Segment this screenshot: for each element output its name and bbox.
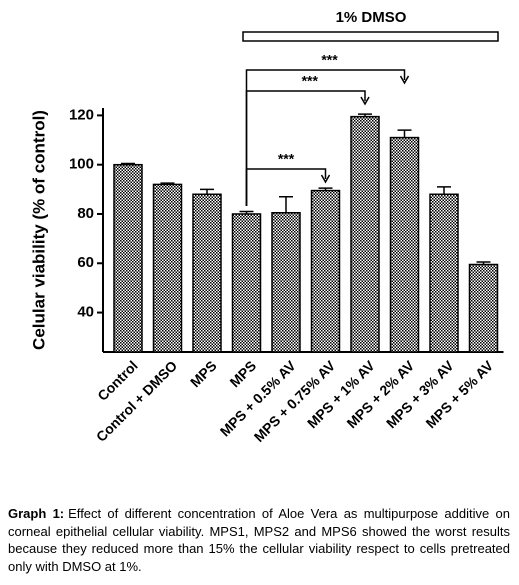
- chart: Celular viability (% of control) 1% DMSO…: [29, 9, 504, 445]
- error-bar: [279, 195, 293, 213]
- error-bar: [476, 261, 491, 265]
- y-tick-label: 40: [77, 304, 94, 321]
- x-tick-label: MPS: [187, 357, 220, 390]
- significance-bracket: [245, 90, 366, 206]
- y-axis-label: Celular viability (% of control): [29, 110, 48, 350]
- significance-label: ***: [302, 73, 319, 89]
- caption: Graph 1: Effect of different concentratio…: [8, 505, 510, 575]
- caption-label: Graph 1:: [8, 506, 65, 521]
- bar: [271, 211, 301, 353]
- group-label: 1% DMSO: [336, 9, 407, 26]
- bar: [429, 193, 459, 353]
- bar: [192, 193, 222, 353]
- bar: [389, 136, 420, 353]
- bracket-arrow: [360, 96, 370, 106]
- bar: [350, 115, 380, 353]
- bracket-arrow: [399, 75, 410, 85]
- error-bar: [318, 187, 333, 191]
- bar: [152, 183, 183, 353]
- significance-bracket: [245, 69, 406, 206]
- error-bar: [358, 113, 372, 117]
- error-bar: [239, 210, 254, 214]
- error-bar: [160, 182, 175, 185]
- error-bar: [121, 162, 135, 165]
- y-tick-label: 120: [69, 106, 94, 123]
- y-tick-label: 100: [69, 156, 94, 173]
- caption-text: Effect of different concentration of Alo…: [8, 506, 510, 574]
- error-bar: [200, 188, 214, 195]
- bar: [310, 189, 341, 353]
- error-bar: [397, 129, 412, 138]
- error-bar: [437, 186, 451, 195]
- y-tick-label: 80: [77, 205, 94, 222]
- significance-label: ***: [321, 52, 338, 68]
- group-box: [242, 31, 499, 42]
- bar: [468, 263, 499, 353]
- bar: [113, 163, 143, 353]
- bracket-arrow: [320, 174, 331, 184]
- y-tick-label: 60: [77, 254, 94, 271]
- x-tick-label: MPS: [226, 357, 259, 390]
- bar: [231, 213, 262, 353]
- significance-label: ***: [278, 151, 295, 167]
